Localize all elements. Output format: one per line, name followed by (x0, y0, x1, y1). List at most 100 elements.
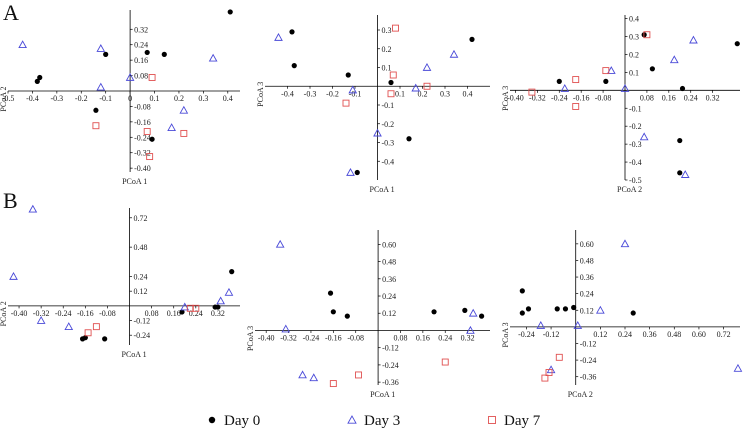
point-day0-2 (102, 336, 108, 342)
point-day0-0 (556, 78, 562, 84)
y-tick-label: -0.4 (629, 158, 642, 167)
x-tick-label: 0.3 (440, 89, 450, 98)
point-day7-1 (602, 67, 610, 75)
point-day7-1 (92, 323, 100, 331)
point-day7-1 (148, 74, 156, 81)
x-tick-label: 0.24 (618, 330, 632, 339)
point-day0-6 (630, 310, 636, 316)
x-tick-label: 0.60 (692, 330, 706, 339)
point-day0-0 (519, 288, 525, 294)
y-tick-label: 0.4 (629, 15, 639, 24)
x-axis-label: PCoA 1 (370, 185, 395, 194)
point-day3-2 (36, 316, 46, 324)
x-tick-label: -0.24 (551, 93, 568, 102)
y-tick-label: 0.32 (134, 25, 148, 34)
point-day3-0 (9, 271, 18, 280)
y-tick-label: 0.48 (580, 256, 594, 265)
point-day7-2 (441, 358, 449, 366)
point-day0-4 (388, 79, 394, 86)
x-tick-label: -0.24 (55, 309, 72, 318)
point-day3-1 (28, 204, 38, 213)
y-tick-label: -0.24 (580, 356, 597, 365)
point-day3-3 (669, 55, 679, 64)
x-tick-label: 0.3 (198, 94, 208, 103)
point-day3-2 (595, 305, 605, 314)
legend-item-day3: Day 3 (347, 413, 400, 429)
point-day3-1 (620, 84, 630, 92)
legend-item-day0: Day 0 (208, 413, 260, 429)
point-day0-6 (469, 36, 475, 42)
point-day0-6 (227, 9, 233, 15)
point-day0-5 (677, 170, 683, 176)
x-tick-label: 0.12 (593, 330, 607, 339)
y-axis-label: PCoA 3 (246, 326, 255, 351)
x-tick-label: -0.08 (595, 93, 612, 102)
x-axis-label: PCoA 2 (568, 390, 593, 399)
y-tick-label: -0.08 (134, 102, 151, 111)
x-tick-label: -0.4 (26, 94, 39, 103)
legend-marker-circle (208, 416, 216, 424)
point-day0-5 (406, 136, 412, 142)
y-tick-label: -0.2 (629, 122, 642, 131)
point-day0-2 (345, 72, 351, 78)
y-tick-label: 0.2 (629, 50, 639, 59)
y-tick-label: 0.48 (382, 258, 396, 267)
point-day3-3 (309, 373, 319, 382)
y-tick-label: -0.36 (382, 378, 399, 387)
x-axis-label: PCoA 2 (617, 185, 642, 194)
y-tick-label: -0.4 (382, 157, 395, 166)
scatter-b3: -0.24 -0.12 0.12 0.24 0.36 0.48 0.60 0.720.600.… (501, 230, 743, 399)
x-tick-label: 0.2 (418, 89, 428, 98)
y-tick-label: -0.32 (134, 149, 151, 158)
y-tick-label: 0.60 (580, 240, 594, 249)
legend-item-day7: Day 7 (488, 413, 541, 429)
point-day3-1 (281, 324, 291, 333)
x-tick-label: -0.16 (573, 93, 590, 102)
legend: Day 0 Day 3 Day 7 (208, 413, 541, 429)
x-tick-label: -0.1 (349, 89, 362, 98)
point-day7-3 (643, 31, 651, 39)
x-tick-label: 0.16 (416, 333, 430, 342)
point-day7-0 (329, 380, 337, 388)
y-tick-label: 0.3 (629, 33, 639, 42)
x-tick-label: -0.24 (303, 333, 320, 342)
point-day0-1 (291, 63, 297, 69)
scatter-b1: -0.40 -0.32 -0.24 -0.16 -0.08 0.08 0.16 0.24 0.3… (0, 204, 240, 359)
x-axis-label: PCoA 1 (122, 350, 147, 359)
x-tick-label: 0.16 (167, 309, 181, 318)
x-tick-label: 0.1 (395, 89, 405, 98)
point-day0-3 (179, 309, 185, 315)
y-axis-label: PCoA 3 (501, 322, 510, 347)
point-day0-2 (93, 107, 99, 113)
point-day7-2 (186, 304, 194, 312)
y-axis-label: PCoA 3 (501, 86, 510, 111)
point-day7-4 (423, 82, 431, 90)
point-day3-4 (180, 302, 190, 311)
scatter-a1: -0.5 -0.4 -0.3 -0.2 -0.1 0 0.1 0.2 0.3 0.4 0.32 0.2… (0, 9, 240, 186)
y-tick-label: 0.60 (382, 240, 396, 249)
x-tick-label: -0.12 (543, 330, 560, 339)
x-axis-label: PCoA 1 (122, 177, 147, 186)
x-tick-label: 0 (128, 94, 132, 103)
point-day3-4 (179, 105, 189, 114)
y-tick-label: 0.24 (134, 273, 148, 282)
point-day0-4 (677, 137, 683, 144)
point-day3-0 (274, 32, 283, 41)
y-tick-label: -0.5 (629, 176, 642, 185)
y-tick-label: -0.16 (134, 118, 151, 127)
point-day0-2 (344, 313, 350, 319)
point-day0-2 (525, 306, 532, 312)
point-day7-0 (572, 76, 580, 84)
point-day0-4 (462, 307, 468, 313)
point-day3-0 (18, 40, 28, 49)
scatter-a3: -0.40 -0.32 -0.24 -0.16 -0.08 0.08 0.16 0.24 0.3… (501, 15, 740, 194)
point-day0-4 (144, 49, 150, 56)
panel-letter-a: A (3, 0, 19, 25)
y-tick-label: -0.24 (134, 133, 151, 142)
x-tick-label: -0.32 (280, 333, 297, 342)
legend-marker-square (488, 416, 496, 424)
y-tick-label: -0.12 (134, 317, 151, 326)
point-day3-6 (96, 82, 106, 91)
point-day7-3 (387, 90, 395, 98)
